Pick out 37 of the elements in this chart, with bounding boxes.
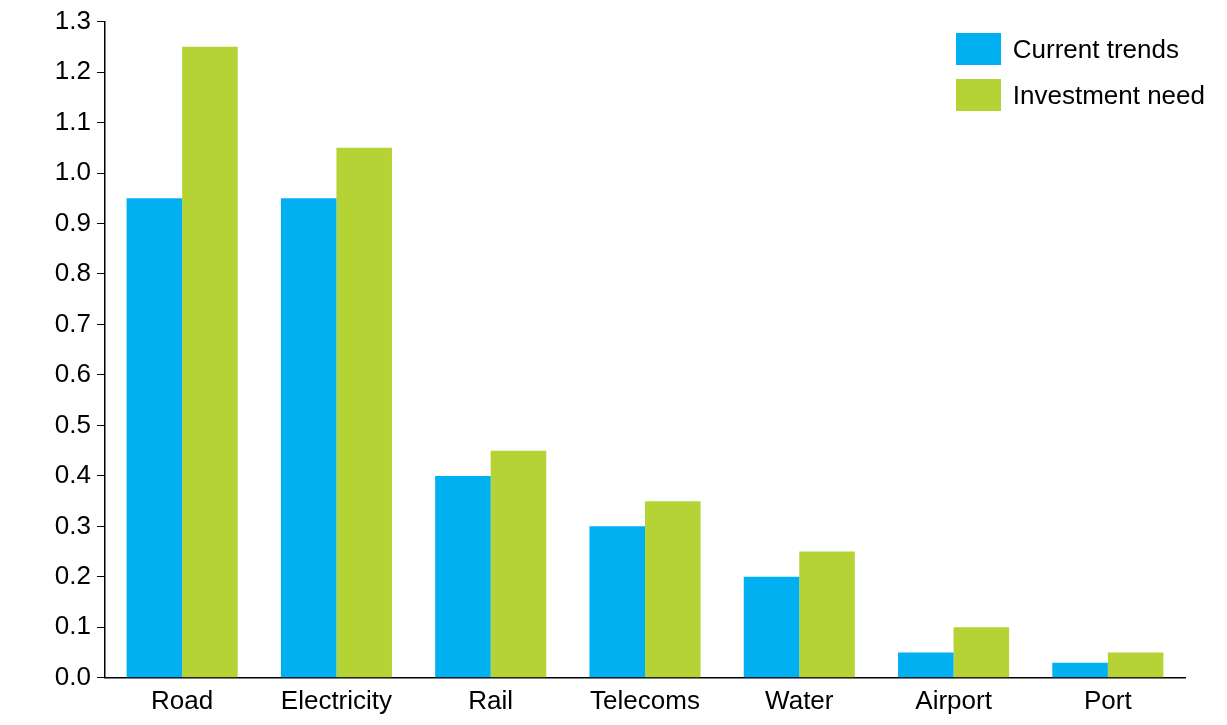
legend-label: Current trends	[1012, 33, 1179, 65]
y-tick-label: 0.3	[54, 509, 91, 540]
y-tick-label: 0.6	[54, 358, 91, 389]
bar	[336, 147, 392, 678]
bar	[898, 652, 954, 678]
bar	[799, 551, 855, 678]
y-tick-label: 0.1	[54, 610, 91, 641]
bar	[182, 46, 238, 678]
y-tick-label: 0.7	[54, 307, 91, 338]
bar	[1052, 662, 1108, 678]
x-tick-label: Water	[765, 684, 834, 715]
legend-label: Investment need	[1012, 79, 1205, 111]
bar	[490, 450, 547, 678]
x-tick-label: Airport	[915, 684, 993, 715]
x-tick-label: Road	[151, 684, 214, 715]
y-tick-label: 1.1	[54, 105, 91, 136]
y-tick-label: 0.8	[54, 257, 91, 288]
bar	[1107, 652, 1164, 678]
bar	[280, 198, 337, 678]
bar	[589, 526, 645, 678]
x-tick-label: Port	[1084, 684, 1133, 715]
bar	[645, 501, 701, 678]
bar	[743, 576, 800, 678]
x-tick-label: Rail	[468, 684, 514, 715]
y-tick-label: 1.2	[54, 55, 91, 86]
bar	[953, 627, 1010, 678]
x-tick-label: Electricity	[280, 684, 393, 715]
y-tick-label: 0.0	[54, 660, 91, 691]
y-tick-label: 0.2	[54, 560, 91, 591]
bar	[435, 475, 491, 678]
y-tick-label: 1.3	[54, 4, 91, 35]
bar	[126, 198, 183, 678]
y-tick-label: 0.9	[54, 206, 91, 237]
x-tick-label: Telecoms	[590, 684, 700, 715]
y-tick-label: 0.5	[54, 408, 91, 439]
y-tick-label: 0.4	[54, 459, 91, 490]
y-tick-label: 1.0	[54, 156, 91, 187]
